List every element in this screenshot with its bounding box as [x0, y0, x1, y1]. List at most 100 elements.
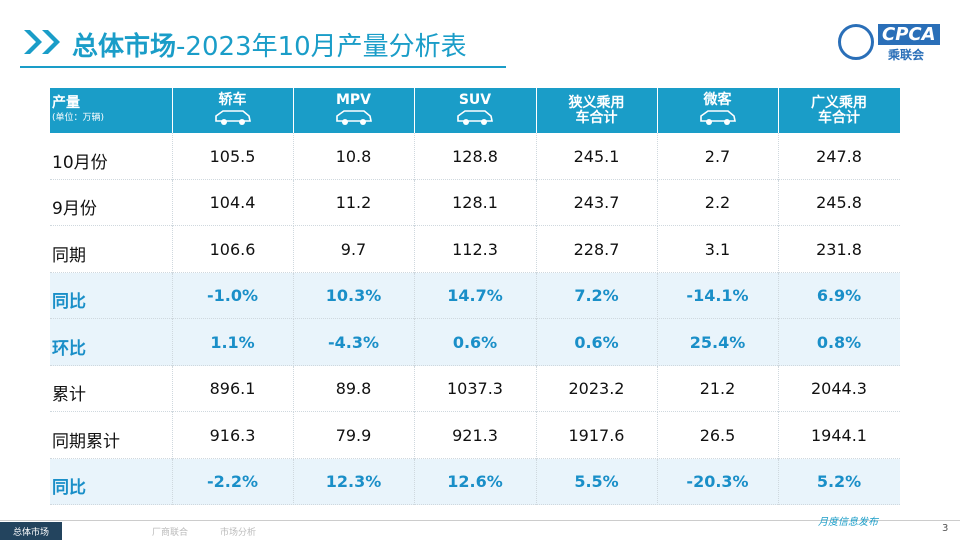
col-divider	[778, 179, 779, 226]
chevron-icon	[24, 30, 60, 54]
col-divider	[778, 133, 779, 180]
table-row	[50, 319, 900, 366]
col-divider	[414, 412, 415, 459]
col-divider	[293, 319, 294, 366]
table-row	[50, 365, 900, 412]
table-row	[50, 179, 900, 226]
table-cell: -14.1%	[686, 286, 749, 306]
column-title: SUV	[458, 92, 492, 108]
table-cell: -2.2%	[206, 472, 258, 492]
column-header: SUV	[414, 88, 536, 133]
row-label: 同期	[52, 245, 86, 266]
footer-tab: 市场分析	[219, 527, 256, 538]
table-cell: 10.3%	[325, 286, 382, 306]
col-divider	[293, 88, 294, 133]
col-divider	[172, 272, 173, 319]
col-divider	[414, 226, 415, 273]
table-cell: 231.8	[816, 239, 862, 259]
table-cell: -20.3%	[686, 472, 749, 492]
corner-title: 产量	[52, 94, 80, 111]
table-cell: 12.3%	[325, 472, 382, 492]
column-title: MPV	[335, 92, 372, 108]
footer-tab: 厂商联合	[151, 527, 188, 538]
column-title: 微客	[703, 92, 732, 108]
col-divider	[293, 272, 294, 319]
table-cell: 896.1	[209, 379, 256, 399]
table-row	[50, 133, 900, 180]
table-cell: 1.1%	[210, 332, 255, 352]
logo-mark	[838, 24, 874, 60]
col-divider	[172, 133, 173, 180]
footer-tab: 总体市场	[0, 522, 62, 540]
col-divider	[414, 458, 415, 505]
col-divider	[293, 412, 294, 459]
col-divider	[293, 365, 294, 412]
logo-text: CPCA	[878, 24, 940, 45]
col-divider	[778, 272, 779, 319]
col-divider	[536, 319, 537, 366]
table-cell: 0.6%	[452, 332, 498, 352]
table-cell: 112.3	[452, 239, 498, 259]
table-cell: 12.6%	[447, 472, 503, 492]
row-label: 同期累计	[52, 431, 120, 452]
table-cell: 105.5	[209, 146, 256, 166]
row-label: 9月份	[52, 199, 97, 220]
table-cell: 0.6%	[574, 332, 619, 352]
logo-sub: 乘联会	[888, 48, 925, 62]
table-cell: 3.1	[704, 239, 731, 259]
table-cell: 5.5%	[574, 472, 619, 492]
col-divider	[657, 365, 658, 412]
table-cell: 1944.1	[811, 425, 867, 445]
table-cell: 1917.6	[568, 425, 625, 445]
table-cell: 25.4%	[689, 332, 746, 352]
col-divider	[657, 319, 658, 366]
page-number: 3	[942, 523, 949, 534]
col-divider	[657, 412, 658, 459]
column-header: MPV	[293, 88, 414, 133]
col-divider	[536, 88, 537, 133]
column-header: 广义乘用车合计	[778, 88, 900, 133]
col-divider	[778, 226, 779, 273]
row-label: 10月份	[52, 152, 108, 173]
table-row	[50, 412, 900, 459]
col-divider	[172, 226, 173, 273]
title-rest: -2023年10月产量分析表	[176, 32, 467, 62]
col-divider	[414, 365, 415, 412]
footer-line	[0, 520, 960, 521]
table-cell: 128.1	[452, 193, 498, 213]
table-cell: 245.1	[573, 146, 620, 166]
title-underline	[20, 66, 506, 68]
col-divider	[657, 179, 658, 226]
col-divider	[778, 458, 779, 505]
column-header: 微客	[657, 88, 778, 133]
column-title: 轿车	[218, 92, 247, 108]
table-cell: 228.7	[573, 239, 620, 259]
col-divider	[414, 179, 415, 226]
row-label: 同比	[52, 478, 86, 499]
col-divider	[657, 88, 658, 133]
col-divider	[414, 88, 415, 133]
table-cell: 0.8%	[816, 332, 862, 352]
table-cell: 6.9%	[816, 286, 862, 306]
table-cell: 79.9	[335, 425, 372, 445]
table-cell: 9.7	[340, 239, 367, 259]
table-cell: 104.4	[209, 193, 256, 213]
table-cell: 89.8	[335, 379, 372, 399]
table-cell: 26.5	[699, 425, 736, 445]
table-cell: 128.8	[452, 146, 498, 166]
logo: CPCA 乘联会	[838, 22, 940, 62]
table-cell: 2.2	[704, 193, 731, 213]
table-cell: 243.7	[573, 193, 620, 213]
row-label: 同比	[52, 292, 86, 313]
table-cell: 245.8	[816, 193, 862, 213]
column-title: 广义乘用车合计	[811, 94, 867, 126]
col-divider	[536, 412, 537, 459]
col-divider	[536, 226, 537, 273]
col-divider	[778, 412, 779, 459]
col-divider	[536, 272, 537, 319]
column-header: 轿车	[172, 88, 293, 133]
table-cell: 10.8	[335, 146, 372, 166]
col-divider	[778, 319, 779, 366]
table-cell: 2023.2	[568, 379, 625, 399]
